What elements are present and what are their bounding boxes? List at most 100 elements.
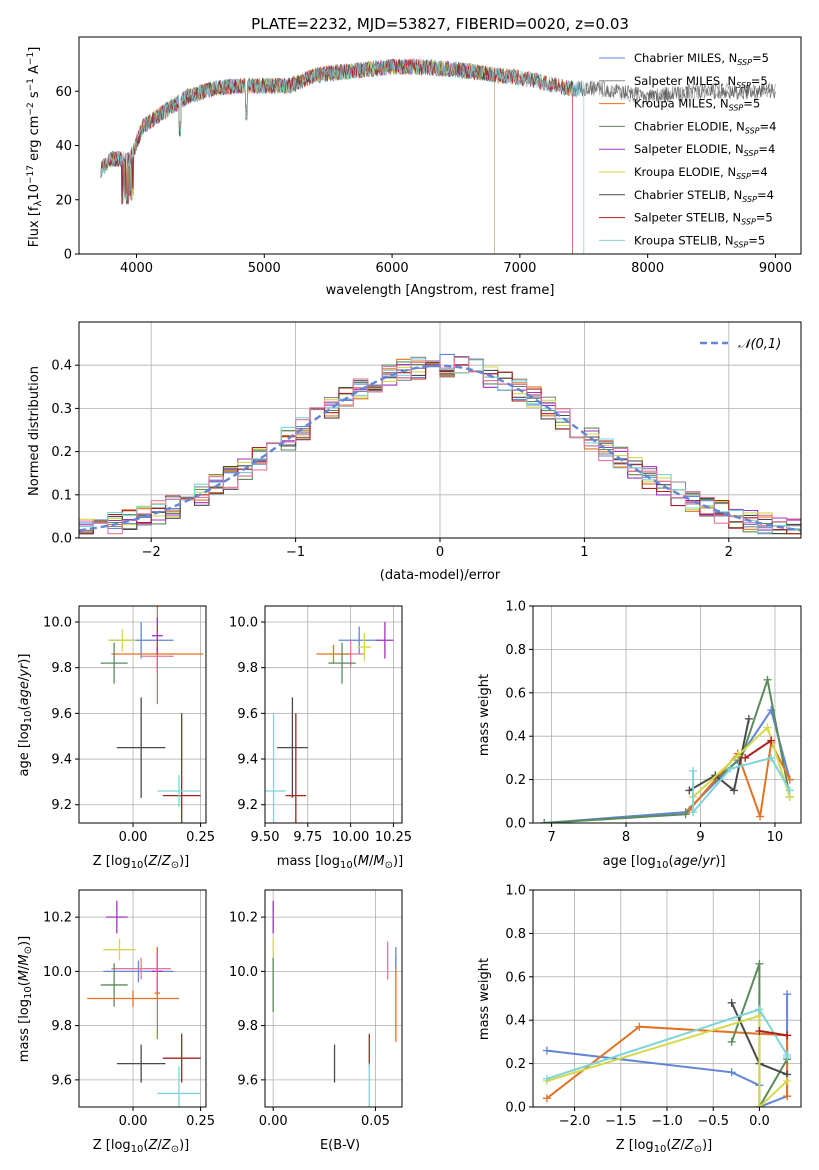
errorbars	[100, 606, 204, 823]
x-tick-label: 0.05	[361, 1114, 390, 1129]
x-tick-label: 9	[696, 830, 704, 845]
weight-lines	[542, 959, 792, 1107]
age-mass-xlabel: mass [log10(M/M⊙)]	[277, 854, 403, 871]
x-tick-label: 8000	[631, 261, 664, 276]
weight-series-line	[692, 725, 791, 798]
y-tick-label: 0.2	[505, 1057, 526, 1072]
legend-label: 𝒩(0,1)	[738, 337, 781, 352]
legend-label: Kroupa ELODIE, NSSP=4	[634, 165, 768, 181]
x-tick-label: −2.0	[559, 1114, 591, 1129]
spectrum-title: PLATE=2232, MJD=53827, FIBERID=0020, z=0…	[251, 15, 629, 33]
x-tick-label: 8	[622, 830, 630, 845]
weight-series-line	[546, 1014, 788, 1107]
x-tick-label: −2	[142, 545, 161, 560]
y-tick-label: 10.0	[43, 965, 72, 980]
weight-series-line	[759, 1030, 788, 1037]
legend-label: Chabrier ELODIE, NSSP=4	[634, 119, 776, 135]
weight-lines	[540, 675, 794, 823]
x-tick-label: 10.25	[375, 830, 412, 845]
mass-weight-vs-age-panel: age [log10(age/yr)] mass weight 7 8 9 10 0.0…	[477, 600, 802, 871]
y-tick-label: 0.1	[51, 488, 72, 503]
x-tick-label: 10.00	[332, 830, 369, 845]
age-vs-mass-panel: mass [log10(M/M⊙)] 9.50 9.75 10.00 10.25 9.2…	[229, 605, 412, 871]
x-tick-label: 0.00	[259, 1114, 288, 1129]
y-tick-label: 9.6	[237, 1073, 258, 1088]
x-tick-label: 10	[767, 830, 784, 845]
spectrum-series-line	[100, 58, 585, 254]
weight-series-line	[544, 707, 791, 823]
x-tick-label: 5000	[248, 261, 281, 276]
y-tick-label: 60	[55, 85, 72, 100]
errorbars	[272, 900, 397, 1107]
x-tick-label: −1.0	[651, 1114, 683, 1129]
x-tick-label: 1	[580, 545, 588, 560]
y-tick-label: 0.0	[505, 817, 526, 832]
y-tick-label: 0.6	[505, 686, 526, 701]
x-tick-label: 9.50	[251, 830, 280, 845]
spectrum-lines	[100, 58, 776, 254]
y-tick-label: 0.4	[505, 1014, 526, 1029]
spectrum-series-line	[100, 58, 573, 254]
axes-frame	[78, 605, 207, 824]
x-tick-label: 2	[725, 545, 733, 560]
y-tick-label: 10.0	[43, 615, 72, 630]
y-tick-label: 0.0	[505, 1101, 526, 1116]
spectrum-panel: PLATE=2232, MJD=53827, FIBERID=0020, z=0…	[26, 15, 802, 298]
x-tick-label: 6000	[376, 261, 409, 276]
axes-frame	[78, 36, 802, 255]
axes-frame	[532, 889, 802, 1108]
spectrum-series-line	[100, 58, 573, 254]
y-tick-label: 9.8	[51, 1019, 72, 1034]
spectrum-series-line	[100, 58, 495, 254]
weight-series-line	[688, 718, 750, 793]
errorbars	[265, 621, 394, 823]
mw-age-xlabel: age [log10(age/yr)]	[603, 854, 726, 871]
gaussian-curve	[79, 364, 801, 532]
x-tick-label: 0.25	[186, 830, 215, 845]
legend-label: Chabrier STELIB, NSSP=4	[634, 188, 774, 204]
y-tick-label: 9.6	[237, 707, 258, 722]
residuals-ylabel: Normed distribution	[27, 366, 42, 496]
legend-label: Salpeter ELODIE, NSSP=4	[634, 142, 775, 158]
weight-series-line	[744, 739, 772, 759]
age-z-ylabel: age [log10(age/yr)]	[17, 654, 34, 777]
errorbars	[87, 900, 201, 1107]
histogram-series	[79, 356, 801, 535]
x-tick-label: 7000	[503, 261, 536, 276]
x-tick-label: 0.25	[186, 1114, 215, 1129]
y-tick-label: 9.2	[51, 798, 72, 813]
y-tick-label: 0.4	[505, 730, 526, 745]
mass-z-ylabel: mass [log10(M/M⊙)]	[17, 936, 34, 1062]
legend-label: Kroupa STELIB, NSSP=5	[634, 233, 765, 249]
x-tick-label: 0.00	[119, 1114, 148, 1129]
x-tick-label: −1.5	[605, 1114, 637, 1129]
y-tick-label: 10.2	[43, 911, 72, 926]
spectrum-series-line	[100, 58, 495, 254]
y-tick-label: 0.6	[505, 970, 526, 985]
y-tick-label: 9.8	[237, 1019, 258, 1034]
mw-age-ylabel: mass weight	[477, 674, 492, 756]
x-tick-label: −1	[286, 545, 305, 560]
spectrum-series-line	[100, 58, 585, 254]
x-tick-label: 9000	[759, 261, 792, 276]
y-tick-label: 10.0	[229, 615, 258, 630]
spectrum-ylabel: Flux [fλ10−17 erg cm−2 s−1 A−1]	[26, 47, 44, 248]
residuals-xlabel: (data-model)/error	[380, 568, 501, 583]
y-tick-label: 1.0	[505, 600, 526, 615]
legend-label: Chabrier MILES, NSSP=5	[634, 51, 769, 67]
y-tick-label: 0.4	[51, 359, 72, 374]
x-tick-label: 9.75	[293, 830, 322, 845]
mass-vs-ebv-panel: E(B-V) 0.00 0.05 9.6 9.8 10.0 10.2	[229, 889, 403, 1153]
legend-label: Salpeter STELIB, NSSP=5	[634, 211, 773, 227]
mass-ebv-xlabel: E(B-V)	[320, 1138, 360, 1153]
y-tick-label: 0.8	[505, 927, 526, 942]
legend-label: Salpeter MILES, NSSP=5	[634, 74, 768, 90]
y-tick-label: 40	[55, 139, 72, 154]
mass-z-xlabel: Z [log10(Z/Z⊙)]	[93, 1138, 190, 1155]
x-tick-label: 0.00	[119, 830, 148, 845]
x-tick-label: 0.0	[749, 1114, 770, 1129]
x-tick-label: 0	[436, 545, 444, 560]
axes-frame	[78, 321, 802, 539]
age-vs-z-panel: Z [log10(Z/Z⊙)] age [log10(age/yr)] 0.00…	[17, 605, 215, 871]
